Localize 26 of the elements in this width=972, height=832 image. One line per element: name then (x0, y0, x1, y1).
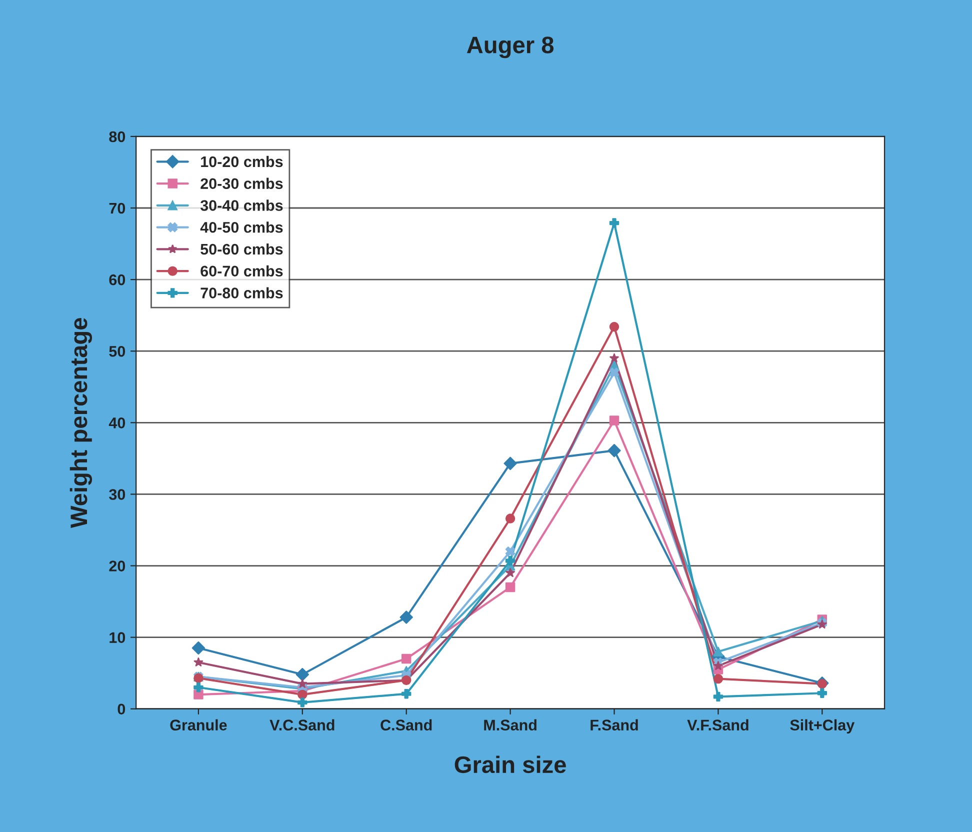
x-tick-label: V.F.Sand (687, 719, 748, 731)
legend-label: 50-60 cmbs (200, 243, 283, 255)
y-tick-label: 20 (109, 560, 126, 572)
legend-label: 70-80 cmbs (200, 287, 283, 298)
y-tick-label: 70 (109, 202, 126, 214)
legend-label: 40-50 cmbs (200, 222, 283, 233)
legend-label: 30-40 cmbs (200, 200, 283, 211)
legend-label: 20-30 cmbs (200, 178, 283, 190)
x-axis-title: Grain size (454, 756, 566, 774)
x-tick-label: V.C.Sand (270, 719, 334, 731)
y-tick-label: 0 (118, 704, 126, 715)
y-tick-label: 50 (109, 346, 126, 357)
y-tick-label: 40 (108, 418, 126, 428)
y-tick-label: 30 (109, 489, 126, 500)
y-tick-label: 60 (109, 274, 126, 286)
y-axis-title: Weight percentage (70, 318, 92, 528)
x-tick-label: Granule (170, 719, 227, 731)
y-tick-label: 10 (110, 632, 126, 643)
legend-label: 10-20 cmbs (201, 156, 283, 168)
x-tick-label: F.Sand (590, 719, 638, 731)
legend-label: 60-70 cmbs (200, 265, 283, 277)
x-tick-label: C.Sand (380, 719, 432, 731)
chart-title: Auger 8 (466, 36, 554, 58)
x-tick-label: Silt+Clay (790, 719, 855, 734)
y-tick-label: 80 (109, 131, 126, 142)
x-tick-label: M.Sand (484, 719, 536, 731)
